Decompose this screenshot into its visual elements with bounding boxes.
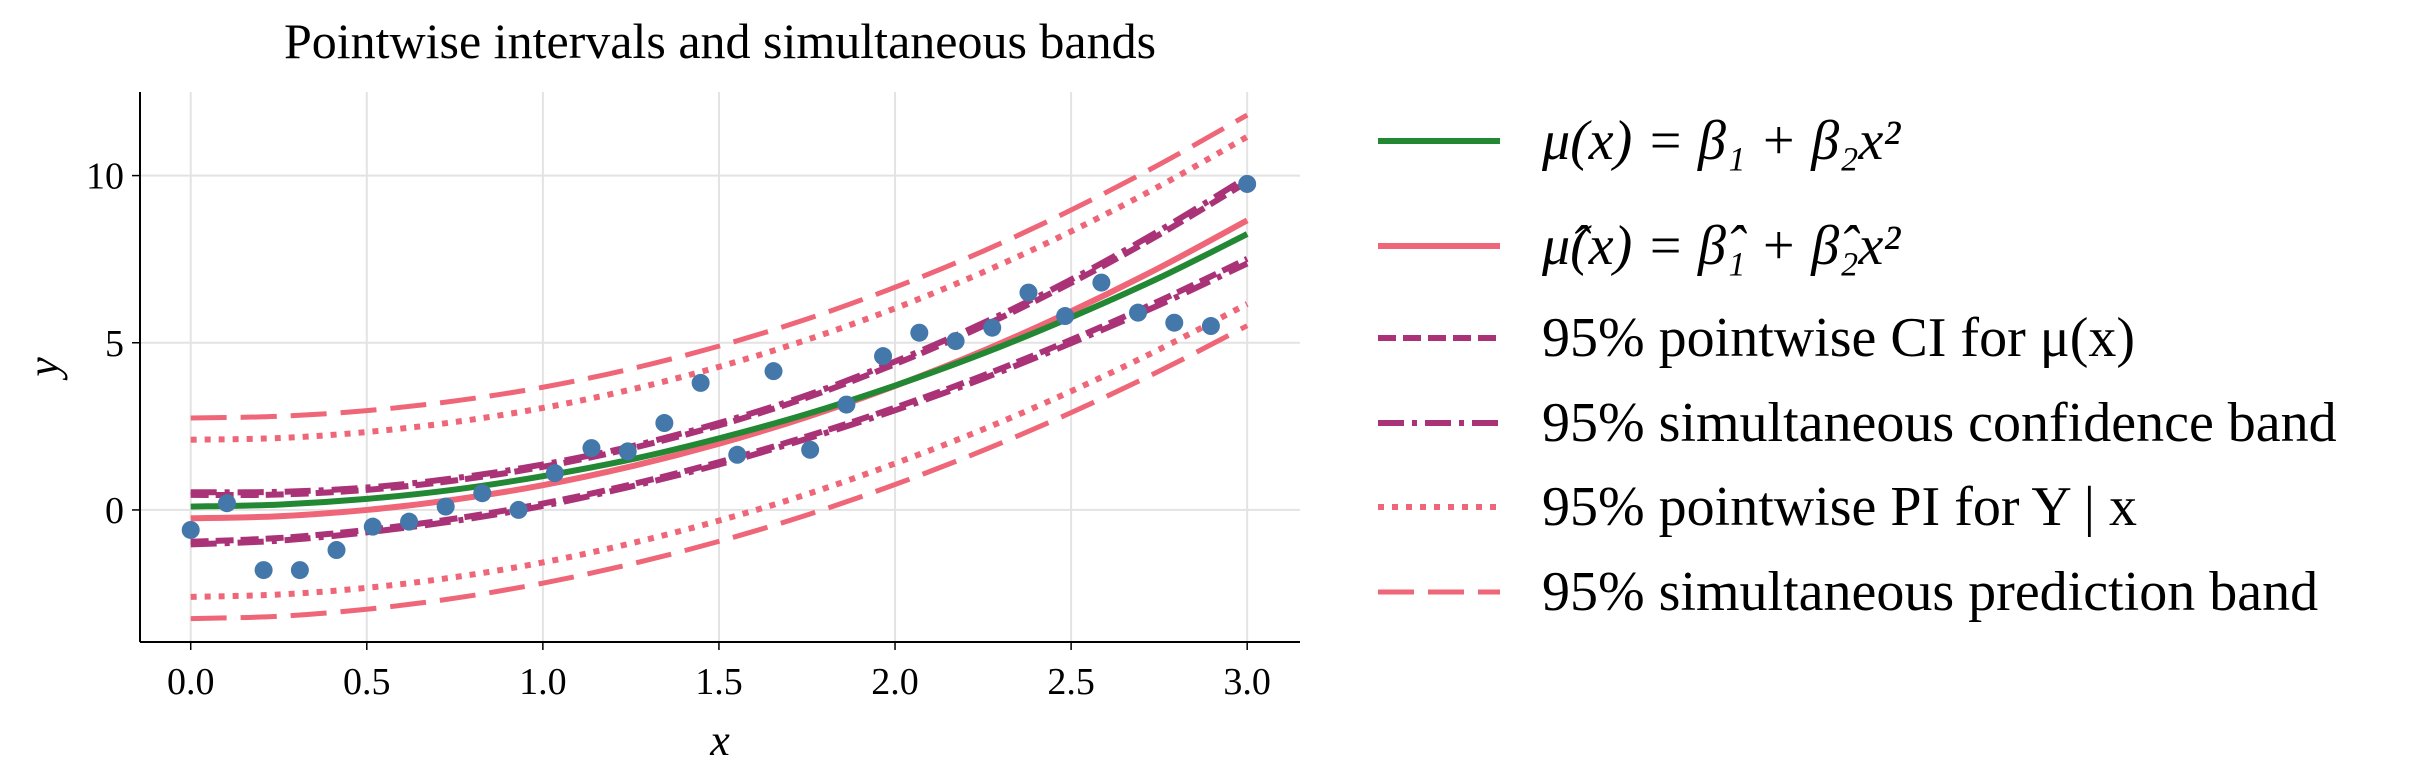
- data-point: [363, 517, 382, 536]
- legend-label-simultaneous_cb: 95% simultaneous confidence band: [1542, 392, 2337, 454]
- legend-label-pointwise_ci: 95% pointwise CI for μ(x): [1542, 307, 2135, 369]
- data-point: [217, 494, 236, 513]
- pointwise_ci-upper-line: [190, 179, 1249, 499]
- simultaneous_pb-upper-line: [190, 112, 1249, 421]
- data-point: [473, 484, 492, 503]
- data-point: [327, 541, 346, 560]
- legend-label-fitted_mean: μ̂(x) = β̂₁ + β̂₂x²: [1541, 215, 1901, 277]
- pointwise_pi-lower-line: [190, 301, 1249, 600]
- x-axis-label: x: [709, 716, 730, 765]
- data-point: [436, 497, 455, 516]
- data-point: [1019, 283, 1038, 302]
- data-point: [509, 500, 528, 519]
- data-point: [181, 520, 200, 539]
- x-tick-label: 2.0: [871, 661, 919, 703]
- x-tick-label: 0.0: [167, 661, 215, 703]
- x-tick-label: 2.5: [1047, 661, 1095, 703]
- legend-label-pointwise_pi: 95% pointwise PI for Y | x: [1542, 476, 2137, 538]
- data-point: [837, 395, 856, 414]
- data-point: [1056, 307, 1075, 326]
- x-tick-label: 0.5: [343, 661, 391, 703]
- legend-label-simultaneous_pb: 95% simultaneous prediction band: [1542, 561, 2318, 623]
- data-point: [254, 561, 273, 580]
- data-point: [946, 332, 965, 351]
- data-point: [1092, 273, 1111, 292]
- data-point: [874, 347, 893, 366]
- y-tick-label: 10: [86, 156, 124, 198]
- data-point: [545, 464, 564, 483]
- data-point: [1201, 317, 1220, 336]
- legend-label-true_mean: μ(x) = β₁ + β₂x²: [1541, 110, 1901, 172]
- x-tick-label: 1.0: [519, 661, 567, 703]
- data-point: [582, 439, 601, 458]
- data-point: [801, 440, 820, 459]
- data-point: [1165, 313, 1184, 332]
- legend: μ(x) = β₁ + β₂x² μ̂(x) = β̂₁ + β̂₂x² 95% p…: [1378, 110, 2337, 623]
- data-point: [1238, 174, 1257, 193]
- chart-title: Pointwise intervals and simultaneous ban…: [284, 13, 1156, 69]
- x-tick-label: 3.0: [1223, 661, 1271, 703]
- simultaneous_pb-lower-line: [190, 323, 1249, 622]
- y-tick-label: 0: [105, 490, 124, 532]
- data-point: [618, 442, 637, 461]
- data-point: [691, 373, 710, 392]
- data-point: [910, 323, 929, 342]
- pointwise_pi-upper-line: [190, 134, 1249, 443]
- data-point: [728, 445, 747, 464]
- y-axis-label: y: [19, 357, 68, 381]
- data-point: [400, 512, 419, 531]
- data-point: [290, 561, 309, 580]
- data-point: [983, 318, 1002, 337]
- data-point: [655, 414, 674, 433]
- y-tick-label: 5: [105, 323, 124, 365]
- data-point: [764, 362, 783, 381]
- data-point: [1129, 303, 1148, 322]
- axes: 0.0 0.5 1.0 1.5 2.0 2.5 3.0 0 5 10: [86, 92, 1300, 703]
- scatter-points: [181, 174, 1257, 580]
- x-tick-label: 1.5: [695, 661, 743, 703]
